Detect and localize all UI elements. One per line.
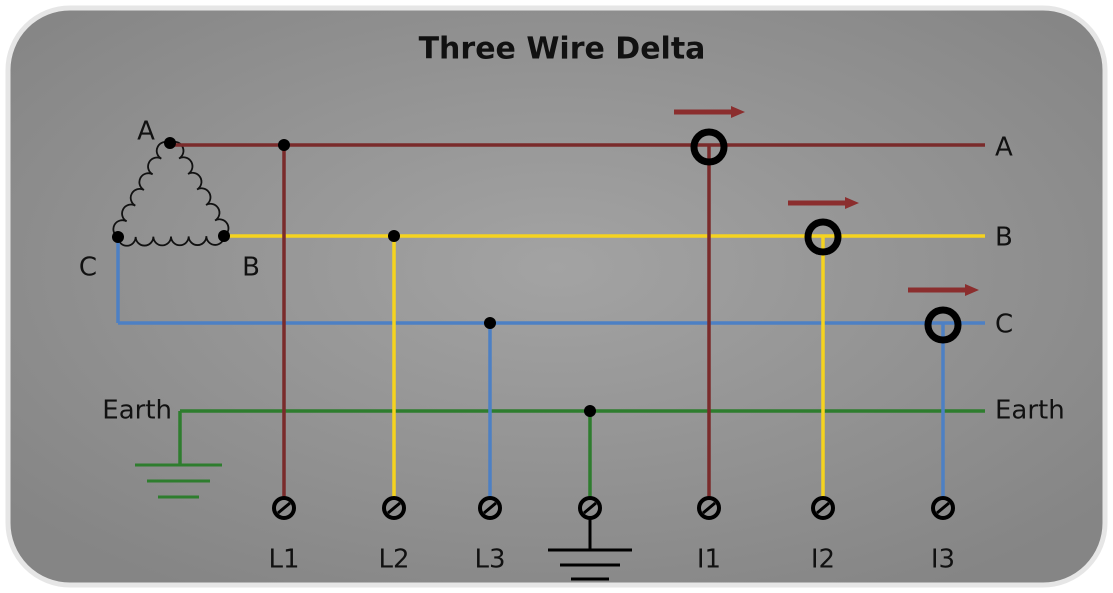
line-label: Earth (995, 396, 1065, 426)
title: Three Wire Delta (419, 32, 706, 67)
junction-dot (484, 317, 496, 329)
junction-dot (218, 230, 230, 242)
junction-dot (388, 230, 400, 242)
current-transformer (690, 128, 728, 166)
terminal-slash (483, 501, 497, 515)
current-arrowhead (845, 197, 859, 209)
junction-dot (278, 139, 290, 151)
terminal-slash (387, 501, 401, 515)
current-arrowhead (731, 106, 745, 118)
terminal-slash (277, 501, 291, 515)
terminal-slash (583, 501, 597, 515)
terminal-label: L2 (378, 545, 409, 575)
terminal-slash (816, 501, 830, 515)
terminal-slash (936, 501, 950, 515)
terminal (272, 496, 296, 520)
current-arrowhead (965, 284, 979, 296)
vertex-label: A (137, 117, 155, 147)
coil (169, 140, 230, 237)
junction-dot (164, 137, 176, 149)
line-label: B (995, 223, 1013, 253)
terminal-slash (702, 501, 716, 515)
current-transformer (804, 218, 842, 256)
junction-dot (584, 405, 596, 417)
terminal-label: I3 (931, 545, 955, 575)
terminal (931, 496, 955, 520)
line-label: C (995, 310, 1013, 340)
line-label: A (995, 133, 1013, 163)
vertex-label: B (242, 253, 260, 283)
junction-dot (112, 231, 124, 243)
terminal-label: I2 (811, 545, 835, 575)
terminal-label: I1 (697, 545, 721, 575)
vertex-label: C (79, 253, 97, 283)
terminal (478, 496, 502, 520)
current-transformer (924, 306, 962, 344)
terminal (697, 496, 721, 520)
terminal-label: L1 (268, 545, 299, 575)
terminal (382, 496, 406, 520)
terminal-label: L3 (474, 545, 505, 575)
terminal (811, 496, 835, 520)
earth-label: Earth (102, 396, 172, 426)
